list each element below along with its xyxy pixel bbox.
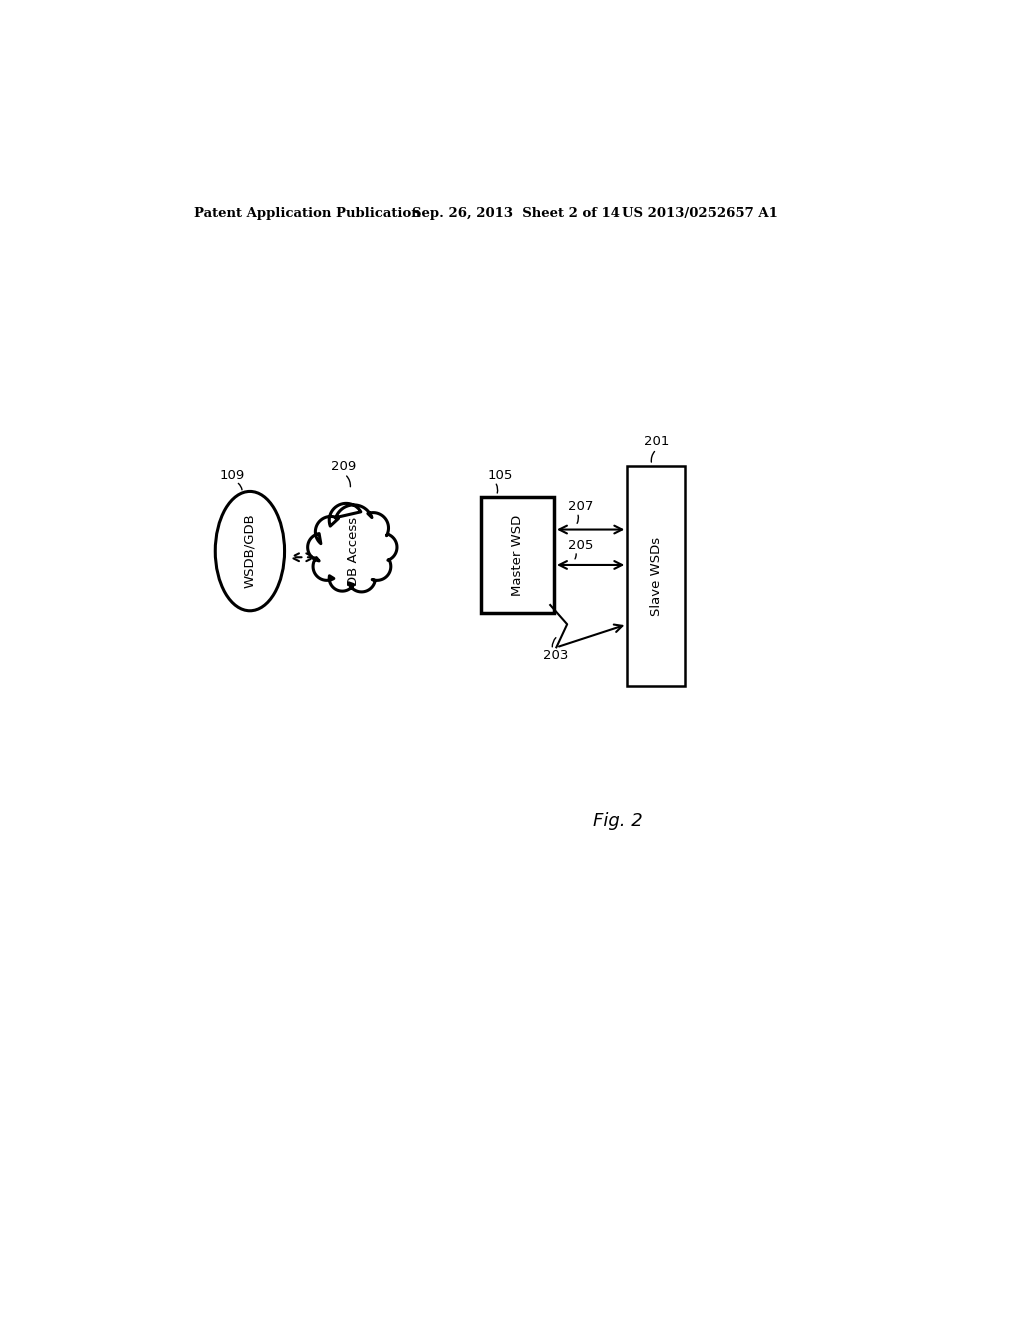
Bar (628, 466, 685, 686)
Text: WSDB/GDB: WSDB/GDB (244, 513, 256, 589)
Text: 203: 203 (543, 648, 568, 661)
Polygon shape (307, 503, 397, 591)
Text: DB Access: DB Access (347, 516, 360, 586)
Text: 205: 205 (568, 539, 593, 552)
Text: 207: 207 (568, 500, 593, 513)
Text: Master WSD: Master WSD (511, 515, 524, 595)
Text: 209: 209 (331, 459, 356, 473)
Text: 201: 201 (644, 436, 670, 449)
Text: 109: 109 (219, 469, 245, 482)
Text: Fig. 2: Fig. 2 (593, 812, 642, 829)
Ellipse shape (215, 491, 285, 611)
Text: 105: 105 (487, 469, 512, 482)
Text: Sep. 26, 2013  Sheet 2 of 14: Sep. 26, 2013 Sheet 2 of 14 (412, 207, 620, 220)
Text: Patent Application Publication: Patent Application Publication (194, 207, 421, 220)
Text: US 2013/0252657 A1: US 2013/0252657 A1 (622, 207, 777, 220)
Bar (481, 498, 554, 612)
Text: Slave WSDs: Slave WSDs (649, 536, 663, 615)
